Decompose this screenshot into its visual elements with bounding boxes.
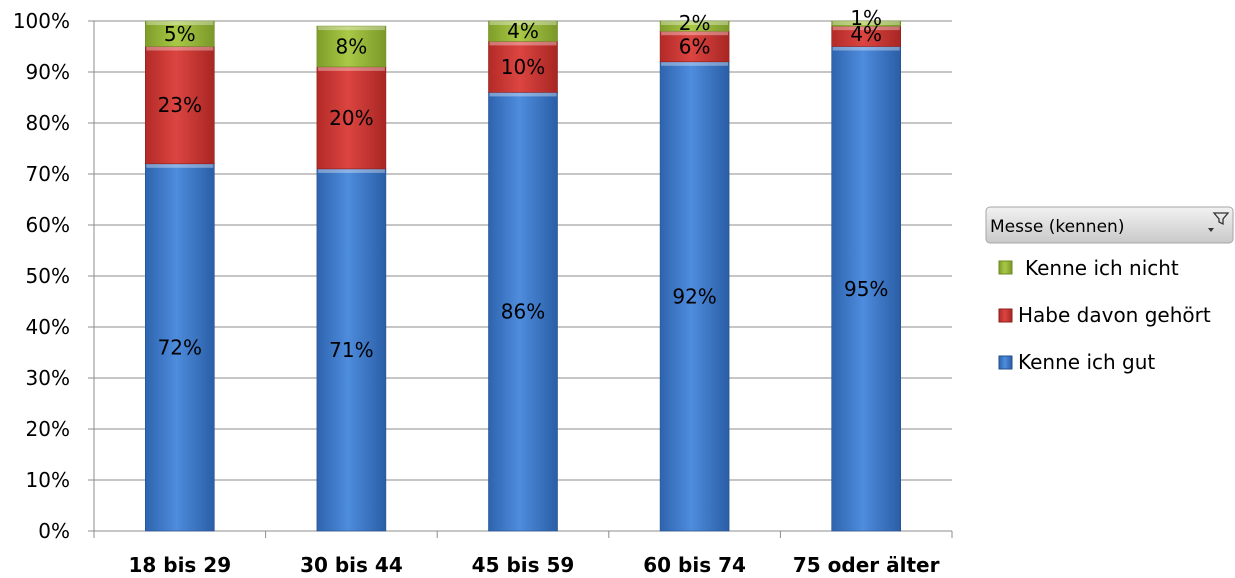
data-label-habe-davon-gehoert: 10%	[501, 55, 545, 79]
legend: Messe (kennen) Kenne ich nicht Habe davo…	[986, 207, 1233, 374]
legend-swatch-kenne-ich-gut	[999, 356, 1012, 369]
x-tick-label: 75 oder älter	[793, 553, 940, 577]
data-label-kenne-ich-gut: 71%	[329, 338, 373, 362]
y-tick-label: 50%	[26, 264, 70, 288]
data-label-kenne-ich-nicht: 5%	[164, 22, 196, 46]
bar-highlight	[490, 92, 557, 96]
legend-label-habe-davon-gehoert: Habe davon gehört	[1018, 303, 1211, 327]
x-tick-label: 30 bis 44	[300, 553, 403, 577]
bar-highlight	[318, 169, 385, 173]
data-label-kenne-ich-gut: 92%	[672, 284, 716, 308]
data-label-kenne-ich-nicht: 1%	[850, 6, 882, 30]
bar-highlight	[661, 62, 728, 66]
data-label-kenne-ich-gut: 72%	[158, 335, 202, 359]
y-tick-label: 0%	[38, 519, 70, 543]
y-tick-label: 60%	[26, 213, 70, 237]
bar-highlight	[318, 26, 385, 30]
data-label-kenne-ich-gut: 95%	[844, 277, 888, 301]
legend-item-kenne-ich-gut: Kenne ich gut	[999, 350, 1155, 374]
y-tick-label: 70%	[26, 162, 70, 186]
legend-swatch-habe-davon-gehoert	[999, 309, 1012, 322]
data-label-habe-davon-gehoert: 23%	[158, 93, 202, 117]
y-tick-label: 80%	[26, 111, 70, 135]
bar-highlight	[146, 164, 213, 168]
data-label-habe-davon-gehoert: 6%	[679, 35, 711, 59]
y-tick-label: 40%	[26, 315, 70, 339]
y-tick-label: 90%	[26, 60, 70, 84]
bar-highlight	[318, 67, 385, 71]
data-label-kenne-ich-nicht: 4%	[507, 19, 539, 43]
data-label-kenne-ich-gut: 86%	[501, 300, 545, 324]
legend-item-kenne-ich-nicht: Kenne ich nicht	[999, 256, 1179, 280]
data-label-habe-davon-gehoert: 20%	[329, 106, 373, 130]
y-tick-label: 30%	[26, 366, 70, 390]
y-tick-label: 10%	[26, 468, 70, 492]
x-tick-label: 18 bis 29	[128, 553, 231, 577]
y-tick-label: 100%	[13, 9, 70, 33]
bar-highlight	[146, 47, 213, 51]
legend-item-habe-davon-gehoert: Habe davon gehört	[999, 303, 1211, 327]
legend-label-kenne-ich-gut: Kenne ich gut	[1018, 350, 1155, 374]
x-tick-label: 60 bis 74	[643, 553, 746, 577]
legend-header[interactable]: Messe (kennen)	[986, 207, 1233, 243]
y-tick-label: 20%	[26, 417, 70, 441]
x-tick-label: 45 bis 59	[472, 553, 575, 577]
bar-highlight	[833, 47, 900, 51]
data-label-kenne-ich-nicht: 8%	[336, 35, 368, 59]
legend-swatch-kenne-ich-nicht	[999, 261, 1012, 274]
legend-label-kenne-ich-nicht: Kenne ich nicht	[1025, 256, 1179, 280]
legend-title: Messe (kennen)	[990, 217, 1124, 237]
data-label-kenne-ich-nicht: 2%	[679, 11, 711, 35]
